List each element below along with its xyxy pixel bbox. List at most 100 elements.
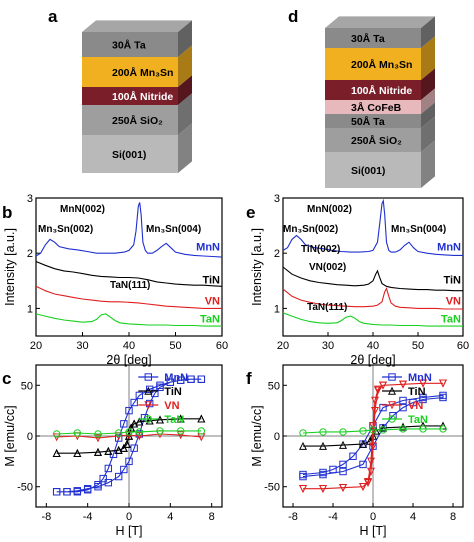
plot-frame [35, 197, 223, 337]
layer-side-1 [421, 36, 435, 80]
y-tick-label: -50 [264, 482, 280, 494]
layer-0 [325, 28, 421, 48]
data-marker [370, 396, 380, 405]
y-tick-label: -50 [17, 482, 33, 494]
data-marker [176, 427, 185, 435]
layer-3 [82, 105, 178, 135]
peak-annotation: TaN(111) [307, 302, 347, 313]
peak-annotation: VN(002) [309, 262, 346, 273]
layer-3 [325, 100, 421, 114]
data-marker [144, 401, 153, 410]
data-marker [135, 417, 144, 426]
x-axis-label: 2θ [deg] [350, 353, 395, 367]
x-tick-label: 8 [450, 511, 456, 523]
data-marker [439, 425, 447, 433]
data-marker [176, 414, 185, 423]
peak-annotation: TaN(111) [110, 280, 150, 291]
data-marker [135, 430, 144, 438]
peak-annotation: Mn₃Sn(004) [146, 224, 201, 235]
x-tick-label: -8 [41, 511, 51, 523]
x-tick-label: 20 [30, 340, 42, 352]
x-tick-label: 0 [126, 511, 132, 523]
data-marker [366, 467, 376, 476]
x-tick-label: -8 [288, 511, 298, 523]
legend-label-VN: VN [164, 400, 179, 412]
data-marker [378, 423, 388, 432]
data-marker [358, 439, 368, 448]
xrd-chart-b: 20 30 40 50 60 1 2 3 2θ [deg] Intensity [a.u.] MnN… [3, 193, 228, 367]
data-marker [127, 423, 136, 432]
data-marker [368, 422, 378, 431]
data-marker [399, 396, 407, 405]
data-marker [73, 448, 82, 457]
data-marker [378, 381, 388, 390]
layer-side-5 [421, 116, 435, 152]
layer-stack-d: 30Å Ta 200Å Mn₃Sn 100Å Nitride 3Å CoFeB50Å … [325, 16, 435, 188]
layer-side-3 [421, 88, 435, 114]
data-marker [339, 460, 347, 469]
series-label-VN: VN [205, 296, 220, 308]
legend-label-MnN: MnN [164, 372, 188, 384]
peak-annotation: MnN(002) [60, 204, 105, 215]
data-marker [439, 391, 447, 400]
data-marker [318, 441, 328, 450]
data-marker [93, 434, 103, 443]
data-marker [130, 398, 138, 407]
data-marker [366, 457, 376, 466]
data-marker [114, 429, 123, 437]
y-axis-label: Intensity [a.u.] [250, 228, 264, 306]
data-marker [94, 430, 102, 438]
data-marker [52, 488, 61, 496]
data-marker [319, 428, 327, 436]
data-marker [187, 375, 195, 383]
x-tick-label: 50 [169, 340, 181, 352]
data-marker [130, 444, 138, 452]
series-label-VN: VN [446, 296, 461, 308]
x-axis-label: 2θ [deg] [106, 353, 151, 367]
x-tick-label: 30 [76, 340, 88, 352]
data-marker [399, 403, 407, 412]
peak-annotation: MnN(002) [307, 204, 352, 215]
data-marker [299, 429, 307, 437]
peak-annotation: TiN(002) [301, 244, 340, 255]
data-marker [339, 428, 347, 436]
panel-label-c: c [2, 369, 11, 388]
layer-side-0 [178, 20, 192, 57]
layer-stack-a: 30Å Ta 200Å Mn₃Sn 100Å Nitride 250Å SiO₂ Si(… [82, 20, 192, 173]
data-marker [398, 380, 408, 389]
data-marker [363, 477, 373, 486]
data-marker [318, 485, 328, 494]
peak-annotation: Mn₃Sn(002) [283, 224, 338, 235]
series-label-TiN: TiN [202, 275, 220, 287]
data-marker [197, 414, 206, 423]
layer-label-3: 3Å CoFeB [351, 101, 402, 114]
data-marker [156, 381, 164, 389]
layer-0 [82, 32, 178, 57]
stack-top-face [82, 20, 192, 32]
data-marker [114, 472, 123, 481]
x-tick-label: -4 [83, 511, 93, 523]
data-marker [359, 427, 367, 435]
peak-annotation: Mn₃Sn(002) [38, 224, 93, 235]
layer-side-3 [178, 93, 192, 135]
layer-label-0: 30Å Ta [112, 39, 146, 52]
series-line-MnN [282, 198, 463, 256]
data-marker [135, 428, 144, 436]
y-tick-label: 3 [274, 193, 280, 205]
data-marker [409, 398, 417, 407]
legend-label-TaN: TaN [408, 414, 428, 426]
x-tick-label: -4 [328, 511, 338, 523]
data-marker [338, 484, 348, 493]
data-marker [388, 373, 396, 381]
legend-label-TaN: TaN [164, 414, 184, 426]
layer-side-4 [421, 102, 435, 128]
panel-label-a: a [48, 7, 58, 26]
data-marker [438, 379, 448, 388]
x-tick-label: 20 [277, 340, 289, 352]
layer-side-0 [421, 16, 435, 48]
data-marker [144, 415, 153, 423]
y-axis-label: M [emu/cc] [3, 405, 17, 466]
data-marker [104, 446, 113, 455]
layer-label-2: 100Å Nitride [351, 84, 412, 97]
